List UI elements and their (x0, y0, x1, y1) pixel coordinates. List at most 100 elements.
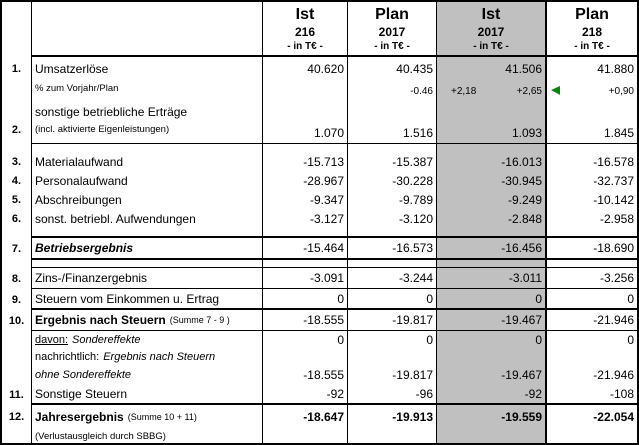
row-number (2, 429, 32, 443)
green-flag-icon (551, 86, 560, 95)
cell-plan218: -16.578 (593, 154, 634, 169)
row-number: 11. (2, 384, 32, 405)
row-label: % zum Vorjahr/Plan (32, 81, 263, 101)
row-number: 1. (2, 57, 32, 81)
row-sublabel: (Verlustausgleich durch SBBG) (32, 429, 263, 443)
cell-ist2017: 0 (437, 331, 547, 348)
cell-ist216: -18.555 (263, 365, 348, 384)
cell-ist2017: -19.467 (437, 365, 547, 384)
label-suffix: (Summe 10 + 11) (127, 412, 197, 422)
cell-plan218 (547, 348, 637, 365)
cell-plan2017: 1.516 (348, 122, 437, 144)
col-unit: - in T€ - (374, 41, 410, 52)
cell-ist2017: -16.013 (437, 152, 547, 171)
cell-plan2017: -96 (348, 384, 437, 405)
row-number (2, 348, 32, 365)
cell-ist2017 (437, 348, 547, 365)
row-number (2, 81, 32, 101)
column-header-ist-2017: Ist 2017 - in T€ - (437, 2, 547, 57)
col-period: Ist (295, 6, 315, 23)
cell-ist2017: -92 (437, 384, 547, 405)
cell-plan2017 (348, 348, 437, 365)
col-year: 2017 (378, 25, 406, 39)
cell-plan2017: 40.435 (348, 57, 437, 81)
cell-plan218: +0,90 (608, 85, 634, 97)
cell-plan2017: -30.228 (348, 171, 437, 190)
cell-ist216: -18.647 (263, 405, 348, 429)
cell-plan218: -32.737 (593, 173, 634, 188)
row-label: Abschreibungen (32, 190, 263, 209)
row-jahresergebnis: 12. Jahresergebnis (Summe 10 + 11) -18.6… (2, 405, 637, 429)
cell-plan2017 (348, 429, 437, 443)
cell-ist216 (263, 348, 348, 365)
col-year: 218 (581, 25, 603, 39)
row-label: davon: Sondereffekte (32, 331, 263, 348)
row-nachrichtlich-label: nachrichtlich: Ergebnis nach Steuern (2, 348, 637, 365)
cell-plan218: -108 (547, 384, 637, 405)
row-number (2, 331, 32, 348)
cell-plan2017: 0 (348, 331, 437, 348)
row-sondereffekte: davon: Sondereffekte 0 0 0 0 (2, 331, 637, 348)
row-label: Jahresergebnis (Summe 10 + 11) (32, 405, 263, 429)
label-main: Jahresergebnis (35, 410, 124, 424)
cell-ist216: 1.070 (263, 122, 348, 144)
cell-ist216: 0 (263, 289, 348, 310)
spacer-row (2, 228, 637, 238)
column-header-plan-2017: Plan 2017 - in T€ - (348, 2, 437, 57)
cell-ist2017: 41.506 (437, 57, 547, 81)
col-year: 2017 (477, 25, 505, 39)
row-personalaufwand: 4. Personalaufwand -28.967 -30.228 -30.9… (2, 171, 637, 190)
cell-ist2017: -19.467 (437, 310, 547, 331)
cell-plan218: -10.142 (593, 192, 634, 207)
cell-ist216 (263, 429, 348, 443)
label-main: Sondereffekte (72, 333, 141, 346)
cell-plan2017: -19.817 (348, 365, 437, 384)
cell-plan218: -21.946 (593, 367, 634, 382)
label-main: Ergebnis nach Steuern (35, 313, 166, 327)
col-unit: - in T€ - (287, 41, 323, 52)
cell-ist216: -3.091 (263, 268, 348, 289)
row-label: Umsatzerlöse (32, 57, 263, 81)
cell-ist2017: -19.559 (437, 405, 547, 429)
cell-ist216: 0 (263, 331, 348, 348)
cell-ist216: -15.464 (263, 238, 348, 260)
row-number: 9. (2, 289, 32, 310)
row-label: nachrichtlich: Ergebnis nach Steuern (32, 348, 263, 365)
row-jahresergebnis-sublabel: (Verlustausgleich durch SBBG) (2, 429, 637, 443)
spacer-row (2, 144, 637, 152)
row-number (2, 101, 32, 122)
spacer-row (2, 260, 637, 268)
row-sonstige-steuern: 11. Sonstige Steuern -92 -96 -92 -108 (2, 384, 637, 405)
cell-plan2017: -3.120 (348, 209, 437, 228)
cell-ist216: -28.967 (263, 171, 348, 190)
cell-ist216: 40.620 (263, 57, 348, 81)
row-label: Steuern vom Einkommen u. Ertrag (32, 289, 263, 310)
row-ergebnis-nach-steuern: 10. Ergebnis nach Steuern (Summe 7 - 9 )… (2, 310, 637, 331)
pct-vs-plan: +2,65 (516, 85, 542, 97)
row-number: 3. (2, 152, 32, 171)
row-finanzergebnis: 8. Zins-/Finanzergebnis -3.091 -3.244 -3… (2, 268, 637, 289)
row-label: Ergebnis nach Steuern (Summe 7 - 9 ) (32, 310, 263, 331)
col-period: Ist (481, 6, 501, 23)
row-umsatz-prozent: % zum Vorjahr/Plan -0.46 +2,18 +2,65 +0,… (2, 81, 637, 101)
row-number: 5. (2, 190, 32, 209)
cell-plan218 (547, 101, 637, 122)
row-number: 2. (2, 122, 32, 144)
row-number: 4. (2, 171, 32, 190)
row-number: 6. (2, 209, 32, 228)
cell-ist216 (263, 101, 348, 122)
col-period: Plan (575, 6, 609, 23)
row-sonstige-ertraege-values: 2. (incl. aktivierte Eigenleistungen) 1.… (2, 122, 637, 144)
cell-ist2017: 0 (437, 289, 547, 310)
cell-plan218: 0 (627, 332, 634, 347)
cell-plan218: -2.958 (599, 211, 634, 226)
cell-ist2017: -2.848 (437, 209, 547, 228)
cell-ist2017: -16.456 (437, 238, 547, 260)
label-prefix: nachrichtlich: (35, 350, 100, 363)
row-betriebsergebnis: 7. Betriebsergebnis -15.464 -16.573 -16.… (2, 238, 637, 260)
cell-plan2017: -15.387 (348, 152, 437, 171)
cell-ist2017: -3.011 (437, 268, 547, 289)
row-label: sonst. betriebl. Aufwendungen (32, 209, 263, 228)
row-number (2, 365, 32, 384)
